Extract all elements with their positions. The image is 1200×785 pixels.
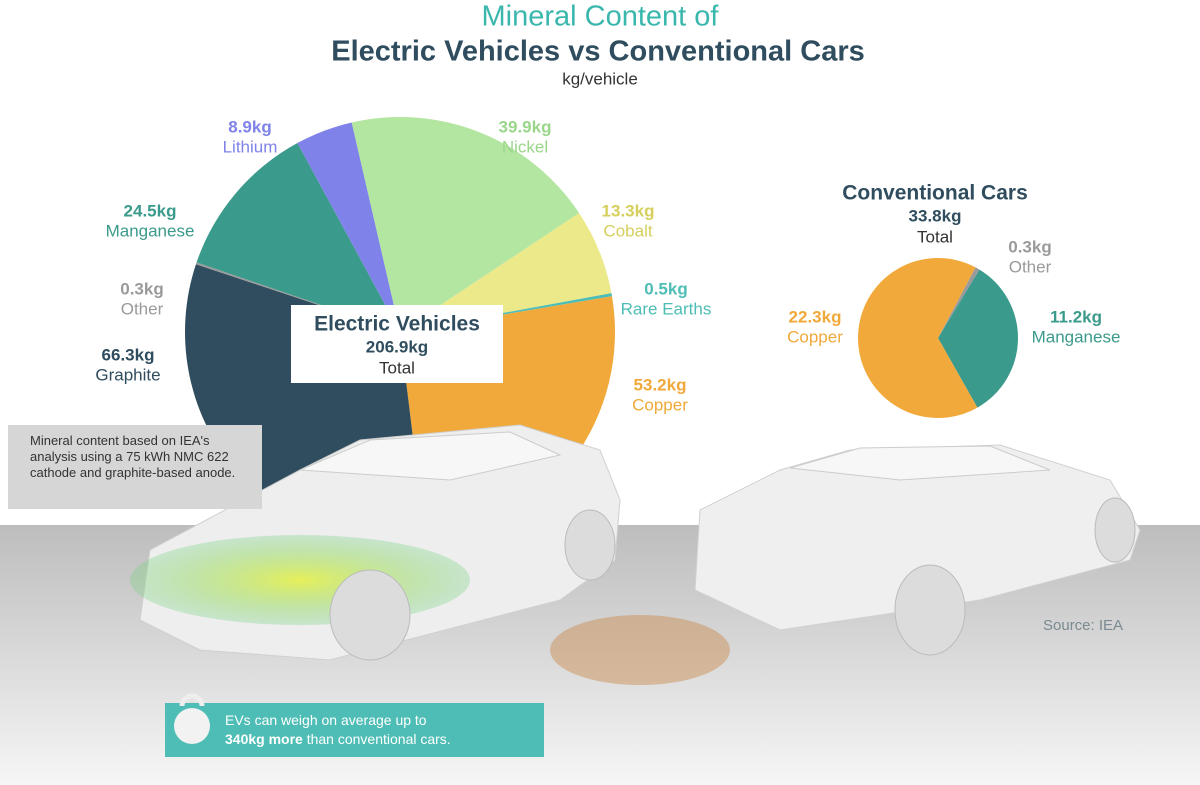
value-label: 0.3kg (120, 279, 163, 298)
wheel (894, 564, 966, 656)
battery-glow (130, 535, 470, 625)
car-window (299, 431, 562, 481)
category-label: Copper (787, 327, 843, 346)
callout-bold: 340kg more (225, 731, 303, 747)
value-label: 8.9kg (228, 117, 271, 136)
category-label: Cobalt (603, 221, 652, 240)
value-label: 66.3kg (102, 345, 155, 364)
total: 206.9kg (366, 337, 428, 356)
callout-text: than conventional cars. (306, 731, 451, 747)
callout-text: EVs can weigh on average up to (225, 712, 427, 728)
note: Mineral content based on IEA's analysis … (8, 425, 262, 509)
wheel (564, 509, 616, 581)
value-label: 39.9kg (499, 117, 552, 136)
value-label: 53.2kg (634, 375, 687, 394)
pie-slice (196, 143, 400, 332)
source: Source: IEA (1043, 617, 1124, 634)
category-label: Nickel (502, 137, 548, 156)
center-box (291, 305, 503, 383)
title: Mineral Content of (482, 1, 720, 33)
exhaust (550, 615, 730, 685)
wheel (329, 569, 411, 661)
unit: kg/vehicle (562, 69, 638, 88)
value-label: 11.2kg (1050, 307, 1102, 326)
value-label: 22.3kg (789, 307, 842, 326)
category-label: Manganese (106, 221, 195, 240)
category-label: Graphite (95, 365, 160, 384)
value-label: 24.5kg (124, 201, 177, 220)
value-label: 13.3kg (602, 201, 655, 220)
category-label: Copper (632, 395, 688, 414)
total-caption: Total (917, 227, 953, 246)
category-label: Other (1009, 257, 1052, 276)
category-label: Lithium (223, 137, 278, 156)
category-label: Manganese (1032, 327, 1121, 346)
pie-title: Conventional Cars (842, 182, 1028, 205)
conventional-car (550, 444, 1141, 685)
subtitle: Electric Vehicles vs Conventional Cars (331, 36, 865, 68)
pie-slice (400, 213, 612, 332)
pie-slice (938, 267, 980, 338)
pie-slice (297, 122, 400, 332)
total-caption: Total (379, 358, 415, 377)
value-label: 0.3kg (1008, 237, 1051, 256)
total: 33.8kg (909, 206, 962, 225)
car-window (789, 445, 1051, 481)
pie-slice (938, 269, 1018, 408)
category-label: Rare Earths (621, 299, 712, 318)
category-label: Other (121, 299, 164, 318)
ev-car (130, 424, 621, 661)
wheel (1094, 497, 1136, 563)
pie-slice (858, 257, 978, 418)
value-label: 0.5kg (644, 279, 687, 298)
kettlebell-icon (174, 693, 210, 744)
pie-title: Electric Vehicles (314, 313, 480, 336)
pies (184, 116, 1018, 547)
callout: EVs can weigh on average up to 340kg more… (165, 703, 544, 757)
pie-slice (351, 116, 580, 332)
